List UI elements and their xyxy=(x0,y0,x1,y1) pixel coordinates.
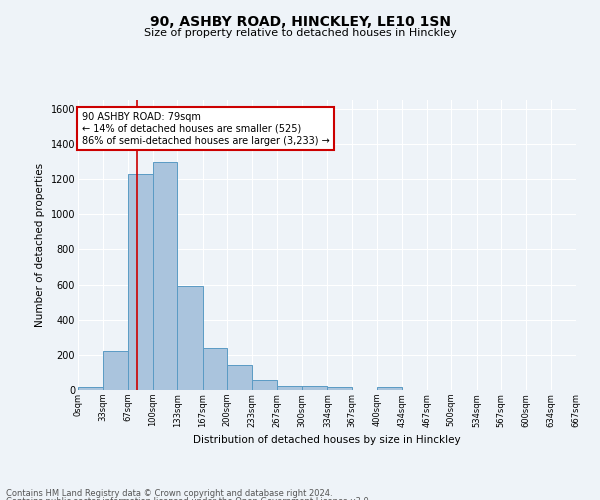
Text: Contains HM Land Registry data © Crown copyright and database right 2024.: Contains HM Land Registry data © Crown c… xyxy=(6,488,332,498)
Text: 90 ASHBY ROAD: 79sqm
← 14% of detached houses are smaller (525)
86% of semi-deta: 90 ASHBY ROAD: 79sqm ← 14% of detached h… xyxy=(82,112,329,146)
Text: 90, ASHBY ROAD, HINCKLEY, LE10 1SN: 90, ASHBY ROAD, HINCKLEY, LE10 1SN xyxy=(149,15,451,29)
Bar xyxy=(78,388,103,390)
Text: Size of property relative to detached houses in Hinckley: Size of property relative to detached ho… xyxy=(143,28,457,38)
Bar xyxy=(103,352,128,390)
Bar xyxy=(227,366,252,390)
Bar xyxy=(178,286,203,390)
Bar xyxy=(128,174,152,390)
Bar xyxy=(302,386,328,390)
Bar xyxy=(152,162,178,390)
Bar xyxy=(377,388,402,390)
Bar xyxy=(328,388,352,390)
Text: Contains public sector information licensed under the Open Government Licence v3: Contains public sector information licen… xyxy=(6,498,371,500)
Y-axis label: Number of detached properties: Number of detached properties xyxy=(35,163,45,327)
Bar xyxy=(277,386,302,390)
Bar xyxy=(203,348,227,390)
Bar xyxy=(252,380,277,390)
X-axis label: Distribution of detached houses by size in Hinckley: Distribution of detached houses by size … xyxy=(193,435,461,445)
